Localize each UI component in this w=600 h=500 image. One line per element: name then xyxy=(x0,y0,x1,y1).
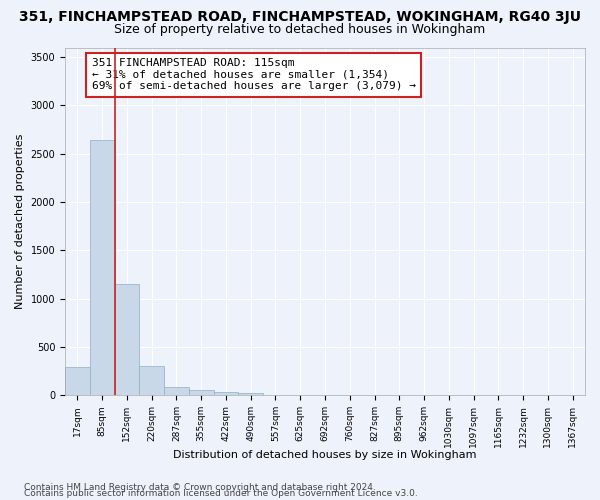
Text: Contains HM Land Registry data © Crown copyright and database right 2024.: Contains HM Land Registry data © Crown c… xyxy=(24,484,376,492)
Text: Contains public sector information licensed under the Open Government Licence v3: Contains public sector information licen… xyxy=(24,490,418,498)
Bar xyxy=(115,284,139,396)
Bar xyxy=(164,386,189,396)
Y-axis label: Number of detached properties: Number of detached properties xyxy=(15,134,25,309)
X-axis label: Distribution of detached houses by size in Wokingham: Distribution of detached houses by size … xyxy=(173,450,477,460)
Bar xyxy=(139,366,164,396)
Bar xyxy=(214,392,238,396)
Text: Size of property relative to detached houses in Wokingham: Size of property relative to detached ho… xyxy=(115,22,485,36)
Bar xyxy=(90,140,115,396)
Bar xyxy=(65,368,90,396)
Text: 351 FINCHAMPSTEAD ROAD: 115sqm
← 31% of detached houses are smaller (1,354)
69% : 351 FINCHAMPSTEAD ROAD: 115sqm ← 31% of … xyxy=(92,58,416,92)
Text: 351, FINCHAMPSTEAD ROAD, FINCHAMPSTEAD, WOKINGHAM, RG40 3JU: 351, FINCHAMPSTEAD ROAD, FINCHAMPSTEAD, … xyxy=(19,10,581,24)
Bar xyxy=(189,390,214,396)
Bar xyxy=(238,393,263,396)
